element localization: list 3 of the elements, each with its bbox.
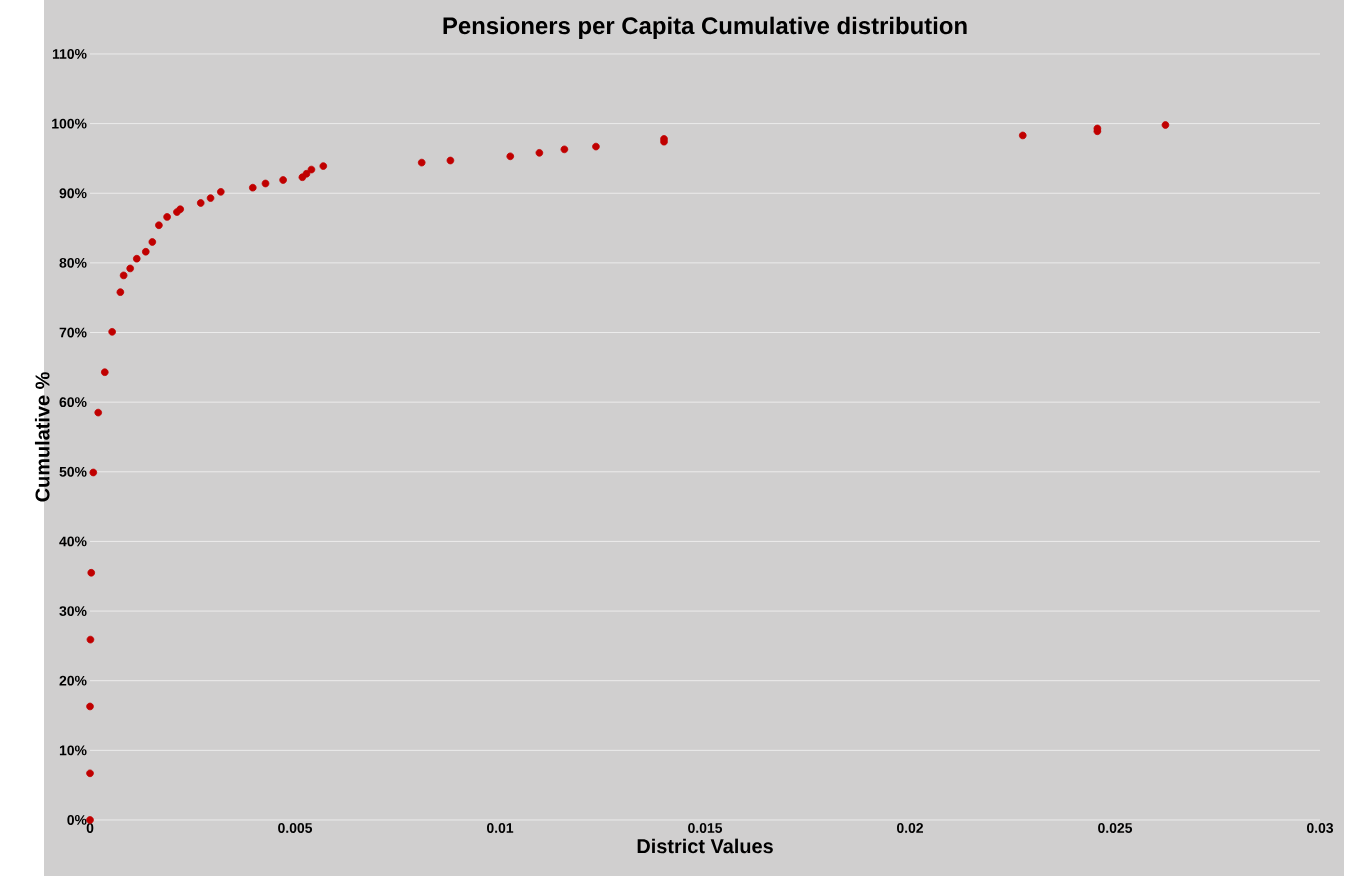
x-axis-title: District Values	[637, 838, 773, 854]
y-axis-title: Cumulative %	[34, 372, 50, 502]
chart-title: Pensioners per Capita Cumulative distribution	[443, 16, 967, 39]
